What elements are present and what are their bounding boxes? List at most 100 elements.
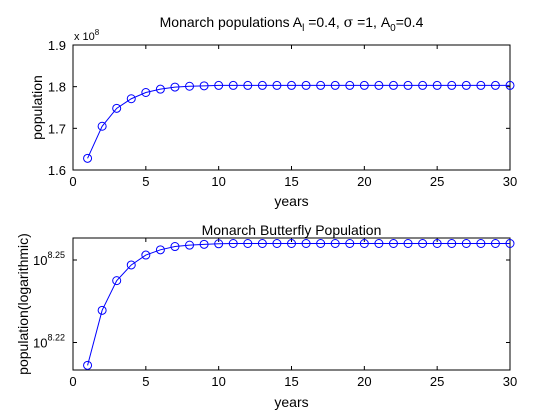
chart-2-xtick-label: 10	[211, 374, 225, 389]
chart-2-data-point	[447, 239, 457, 248]
chart-1-series-line	[87, 84, 510, 159]
chart-1-xtick-label: 5	[142, 174, 149, 189]
chart-1-data-point	[359, 80, 369, 90]
chart-2-data-point	[214, 239, 224, 249]
chart-1-data-point	[461, 80, 471, 90]
chart-2-data-point	[418, 239, 428, 248]
chart-2-ytick-exponent: 8.25	[47, 250, 65, 260]
chart-2-ytick-label: 108.25	[33, 250, 65, 268]
chart-1-data-point	[403, 80, 413, 90]
chart-2-data-point	[126, 260, 136, 270]
chart-1-xtick-label: 30	[503, 174, 517, 189]
chart-2-data-point	[432, 239, 442, 248]
chart-1-data-point	[228, 80, 238, 90]
chart-1-data-point	[345, 80, 355, 90]
chart-1-data-point	[141, 88, 151, 97]
chart-2-title-part: Monarch Butterfly Population	[202, 222, 382, 238]
chart-2-data-point	[403, 239, 413, 248]
chart-1-axes-box	[72, 44, 511, 171]
chart-1-xlabel: years	[274, 193, 308, 209]
chart-1-data-point	[388, 80, 398, 90]
chart-1-y-multiplier-exponent: 8	[95, 28, 100, 37]
chart-1-data-point	[185, 81, 195, 91]
chart-2-ytick-label: 108.22	[33, 333, 65, 351]
chart-2-ytick-exponent: 8.22	[47, 333, 65, 343]
chart-1-data-point	[112, 103, 122, 113]
chart-2-data-point	[83, 360, 93, 370]
chart-1-data-point	[374, 80, 384, 90]
chart-1-title-part: 0	[390, 23, 396, 34]
chart-2-data-point	[199, 239, 209, 249]
chart-1-title: Monarch populations Al =0.4, σ =1, A0=0.…	[160, 14, 424, 34]
chart-1-data-point	[330, 80, 340, 90]
chart-1-ytick-label: 1.7	[48, 121, 66, 136]
chart-2-data-point	[141, 250, 151, 260]
chart-1-title-part: l	[302, 23, 304, 34]
chart-2-xtick-label: 20	[357, 374, 371, 389]
chart-2-data-point	[185, 240, 195, 250]
chart-1-data-point	[316, 80, 326, 90]
chart-1-ytick-label: 1.8	[48, 80, 66, 95]
chart-1-data-point	[287, 80, 296, 90]
chart-2-data-point	[505, 239, 515, 248]
chart-2-data-point	[112, 276, 122, 286]
chart-2-data-point	[388, 239, 398, 248]
chart-2-data-point	[257, 239, 267, 248]
chart-2-data-point	[330, 239, 340, 248]
chart-2-ytick-base: 10	[33, 253, 47, 268]
chart-1-data-point	[476, 80, 486, 90]
chart-2-data-point	[461, 239, 471, 248]
chart-2-data-point	[301, 239, 311, 248]
chart-1-xtick-label: 25	[430, 174, 444, 189]
chart-2-data-point	[228, 239, 238, 248]
chart-2-xtick-label: 0	[69, 374, 76, 389]
chart-2-data-point	[287, 239, 296, 248]
chart-2-ytick-base: 10	[33, 336, 47, 351]
chart-1-data-point	[432, 80, 442, 90]
chart-2-xtick-label: 25	[430, 374, 444, 389]
chart-1-xtick-label: 0	[69, 174, 76, 189]
chart-2: Monarch Butterfly Population 0 5 10 15 20 25 30…	[15, 222, 517, 410]
chart-2-data-point	[170, 242, 180, 252]
chart-2-title: Monarch Butterfly Population	[202, 222, 382, 238]
chart-1-data-point	[447, 80, 457, 90]
chart-2-data-point	[272, 239, 282, 248]
chart-1-ytick-label: 1.6	[48, 163, 66, 178]
chart-1: Monarch populations Al =0.4, σ =1, A0=0.…	[29, 14, 517, 209]
chart-1-ytick-label: 1.9	[48, 38, 66, 53]
chart-2-data-point	[155, 245, 165, 255]
chart-1-ylabel: population	[29, 75, 45, 140]
chart-1-title-part: =0.4,	[304, 14, 343, 30]
chart-2-xtick-label: 5	[142, 374, 149, 389]
chart-1-data-point	[199, 81, 209, 91]
chart-1-title-part: σ	[344, 15, 354, 31]
chart-2-data-point	[243, 239, 253, 248]
chart-2-xtick-label: 30	[503, 374, 517, 389]
chart-1-y-multiplier: x 108	[74, 28, 100, 43]
chart-1-title-part: =1, A	[353, 14, 391, 30]
chart-2-data-point	[374, 239, 384, 248]
chart-1-data-point	[97, 121, 107, 131]
chart-1-data-point	[83, 153, 93, 163]
chart-2-data-point	[97, 305, 107, 315]
chart-1-data-point	[214, 80, 224, 90]
chart-1-y-multiplier-base: x 10	[74, 31, 95, 43]
chart-1-title-part: =0.4	[396, 14, 424, 30]
chart-2-xtick-label: 15	[284, 374, 298, 389]
chart-1-data-point	[170, 82, 180, 92]
chart-1-data-point	[155, 84, 165, 94]
chart-1-title-part: Monarch populations A	[160, 14, 303, 30]
chart-2-ylabel: population(logarithmic)	[15, 233, 31, 375]
chart-1-data-point	[418, 80, 428, 90]
chart-1-data-point	[243, 80, 253, 90]
chart-2-data-point	[490, 239, 500, 248]
chart-2-series-line	[87, 243, 510, 366]
chart-2-data-point	[476, 239, 486, 248]
chart-2-axes-box	[72, 237, 511, 371]
chart-2-data-point	[316, 239, 326, 248]
chart-2-xlabel: years	[274, 394, 308, 410]
chart-1-data-point	[490, 80, 500, 90]
chart-1-xtick-label: 10	[211, 174, 225, 189]
chart-1-data-point	[505, 80, 515, 90]
